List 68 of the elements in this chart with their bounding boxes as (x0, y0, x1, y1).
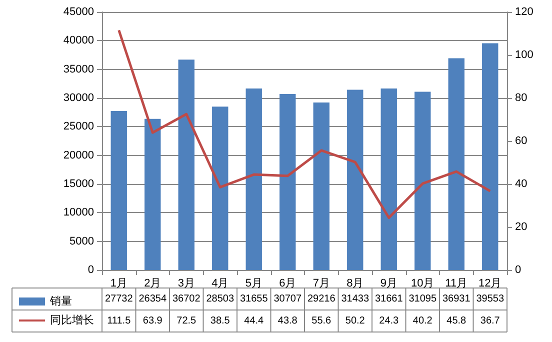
data-label: 43.8 (278, 316, 298, 326)
data-label: 36.7 (480, 316, 500, 326)
x-tick-label: 1月 (110, 278, 128, 290)
y2-tick-label: 80 (515, 92, 528, 104)
data-label: 111.5 (107, 316, 132, 326)
data-label: 27732 (104, 294, 134, 304)
y-tick-label: 15000 (63, 178, 94, 190)
y-tick-label: 40000 (63, 34, 94, 47)
data-label: 31661 (374, 294, 404, 304)
y2-tick-label: 20 (515, 221, 528, 233)
x-tick-label: 9月 (380, 278, 398, 290)
bar (482, 43, 498, 270)
bar (178, 60, 194, 270)
y-tick-label: 30000 (63, 92, 94, 104)
data-label: 29216 (307, 294, 336, 304)
x-tick-label: 7月 (312, 278, 330, 290)
data-label: 50.2 (345, 316, 366, 326)
data-label: 31655 (240, 294, 268, 304)
data-label: 45.8 (446, 316, 467, 326)
x-tick-label: 2月 (144, 278, 162, 290)
y-tick-label: 35000 (63, 63, 94, 76)
y2-tick-label: 0 (515, 264, 522, 276)
data-label: 26354 (138, 294, 167, 304)
bar (246, 88, 262, 270)
y-tick-label: 0 (88, 264, 94, 276)
y2-tick-label: 100 (515, 49, 534, 61)
data-label: 30707 (274, 294, 302, 304)
data-label: 38.5 (210, 316, 230, 326)
x-tick-label: 12月 (478, 278, 502, 290)
data-label: 36702 (172, 294, 201, 304)
x-tick-label: 10月 (411, 278, 434, 290)
y-tick-label: 20000 (63, 149, 94, 162)
legend-label: 同比增长 (50, 314, 94, 326)
data-label: 63.9 (142, 316, 163, 326)
data-label: 40.2 (412, 316, 433, 326)
data-label: 24.3 (379, 316, 400, 326)
line-series (118, 29, 492, 220)
x-tick-label: 4月 (212, 278, 229, 290)
x-tick-label: 8月 (346, 278, 364, 290)
bar (448, 58, 464, 270)
data-label: 31095 (408, 294, 437, 304)
data-label: 39553 (476, 294, 504, 304)
y-tick-label: 5000 (70, 235, 94, 248)
y2-tick-label: 120 (515, 6, 534, 18)
bar (280, 94, 296, 270)
data-label: 36931 (442, 294, 471, 304)
bar (347, 90, 364, 270)
legend-label: 销量 (49, 296, 72, 308)
x-tick-label: 6月 (279, 278, 296, 290)
bar (414, 92, 431, 270)
y-tick-label: 45000 (63, 6, 94, 18)
y2-tick-label: 40 (515, 178, 528, 190)
y2-tick-label: 60 (515, 135, 528, 147)
data-label: 31433 (341, 294, 370, 304)
y-tick-label: 10000 (63, 206, 94, 219)
data-label: 72.5 (176, 316, 197, 326)
x-tick-label: 5月 (245, 278, 262, 290)
data-label: 55.6 (312, 316, 332, 326)
bar (144, 118, 161, 270)
bar (110, 111, 127, 270)
bar (380, 88, 397, 270)
y-tick-label: 25000 (63, 120, 94, 133)
x-tick-label: 3月 (178, 278, 195, 290)
bar (313, 102, 330, 270)
x-tick-label: 11月 (445, 278, 468, 290)
data-label: 28503 (206, 294, 234, 304)
data-label: 44.4 (244, 316, 264, 326)
bar (212, 106, 228, 270)
